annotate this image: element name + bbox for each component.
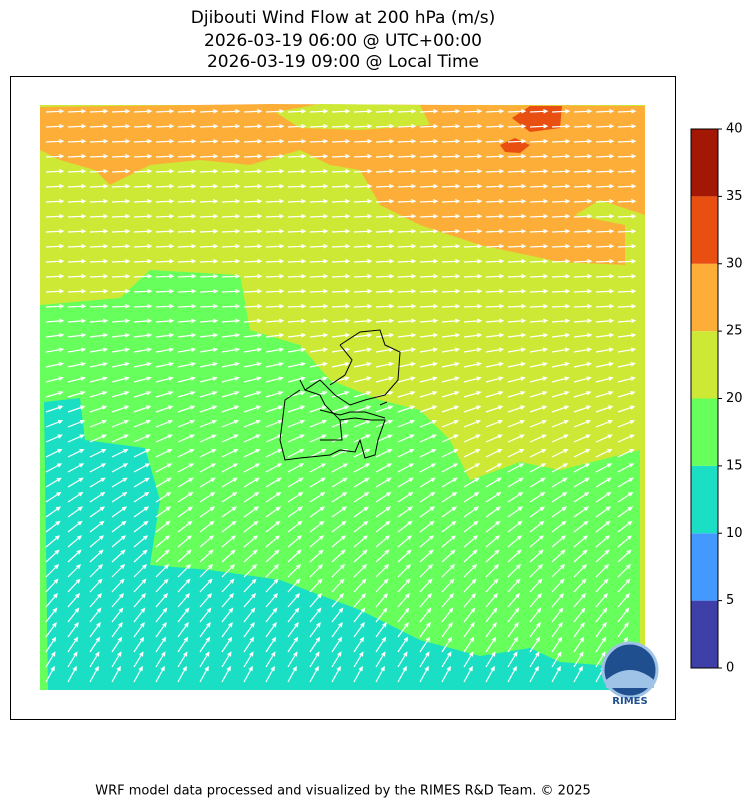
logo-wave (606, 670, 654, 688)
colorbar-tick-label: 35 (726, 189, 743, 204)
colorbar-segment (691, 331, 718, 399)
logo-text: RIMES (612, 696, 647, 707)
logo: RIMES (601, 641, 659, 707)
speed-region (44, 398, 640, 690)
colorbar-tick-label: 25 (726, 324, 743, 339)
title-line: 2026-03-19 09:00 @ Local Time (207, 52, 479, 72)
colorbar-segment (691, 196, 718, 264)
colorbar-tick-label: 0 (726, 661, 734, 676)
colorbar-tick-label: 20 (726, 391, 743, 406)
colorbar-tick-label: 40 (726, 122, 743, 137)
colorbar-tick-label: 30 (726, 256, 743, 271)
colorbar-tick-label: 5 (726, 593, 734, 608)
colorbar-segment (691, 398, 718, 466)
title-line: Djibouti Wind Flow at 200 hPa (m/s) (191, 8, 495, 28)
colorbar-tick-label: 10 (726, 526, 743, 541)
country-border (279, 329, 401, 461)
wind-arrows (45, 109, 637, 683)
colorbar-segment (691, 600, 718, 668)
colorbar-segment (691, 533, 718, 601)
colorbar-tick-label: 15 (726, 458, 743, 473)
speed-region (40, 104, 645, 265)
colorbar: 0 5 10 15 20 25 30 35 40 (690, 122, 743, 676)
colorbar-segment (691, 263, 718, 332)
wind-field (40, 104, 645, 690)
title-line: 2026-03-19 06:00 @ UTC+00:00 (204, 31, 482, 51)
colorbar-segment (691, 465, 718, 534)
footer: WRF model data processed and visualized … (95, 784, 591, 799)
colorbar-segment (691, 129, 718, 197)
